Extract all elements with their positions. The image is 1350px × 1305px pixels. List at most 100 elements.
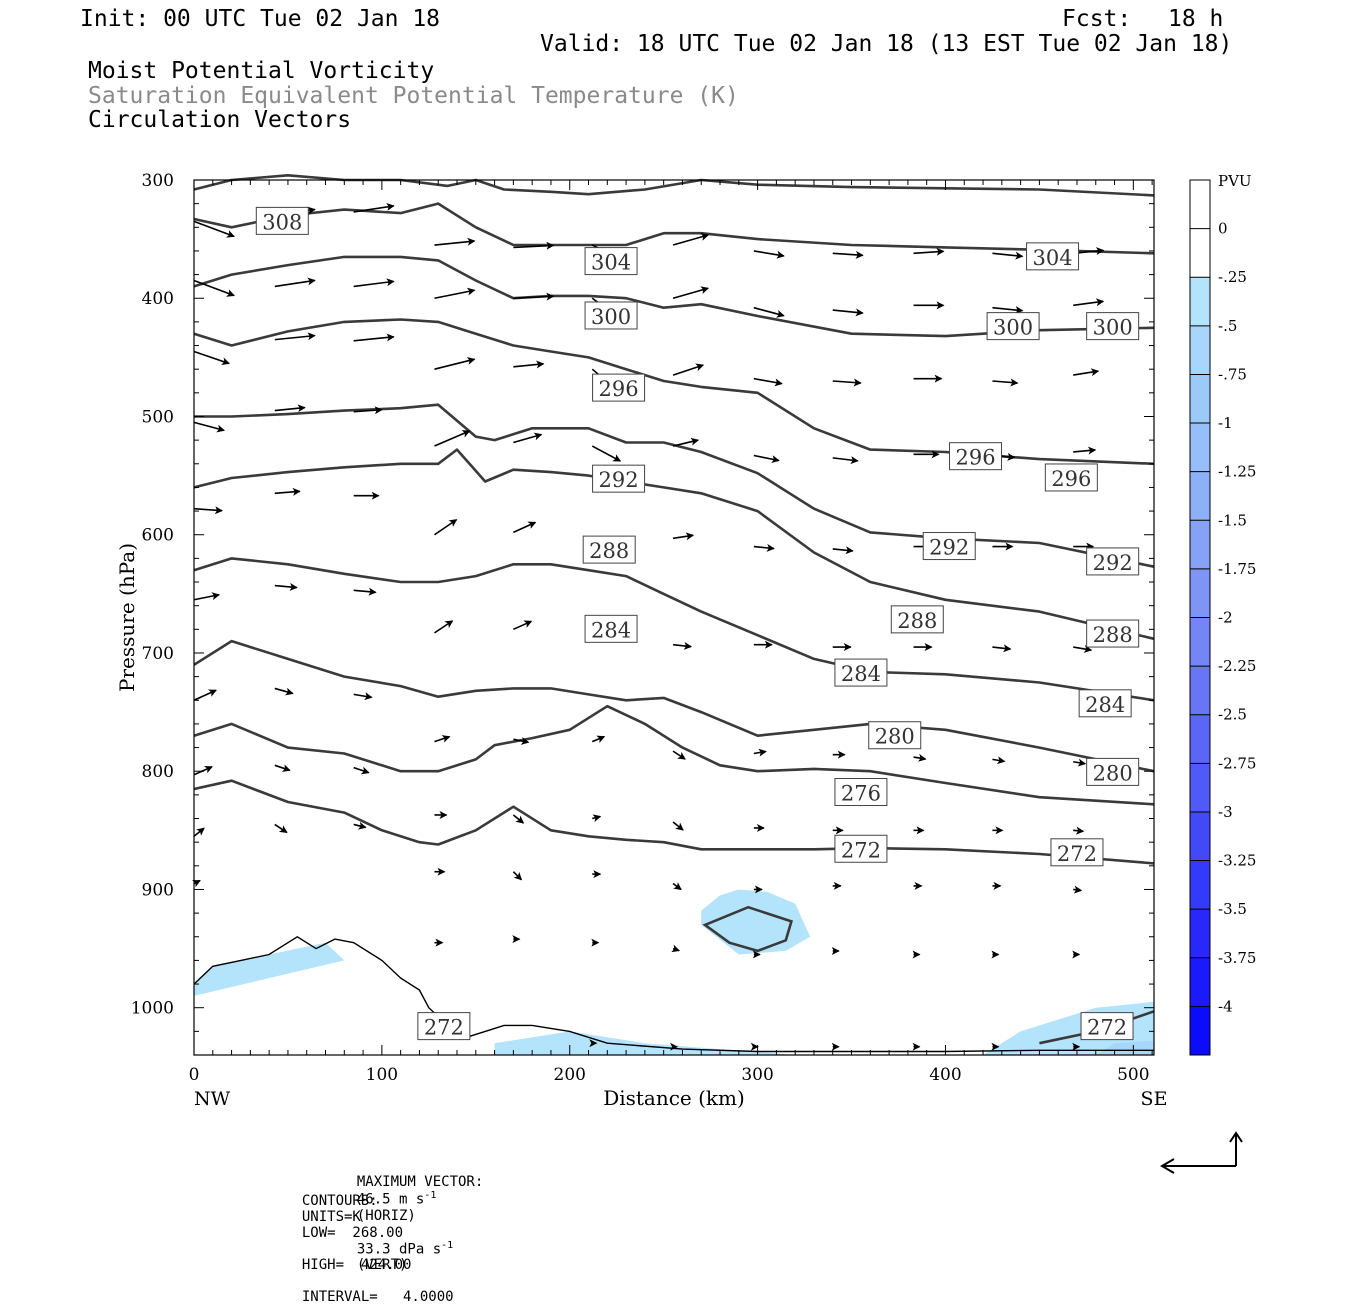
colorbar-label-0: 0 xyxy=(1218,220,1228,238)
contour-label-box-280-0 xyxy=(868,721,922,750)
colorbar-label-13: -3.25 xyxy=(1218,852,1256,870)
x-tick-label-100: 100 xyxy=(366,1065,398,1085)
vector-123 xyxy=(193,827,205,837)
vector-14 xyxy=(513,292,555,301)
terrain-surface xyxy=(193,935,1154,1053)
y-tick-label-300: 300 xyxy=(142,171,174,191)
vector-21 xyxy=(1073,298,1105,307)
y-tick-label-1000: 1000 xyxy=(131,999,174,1019)
vector-81 xyxy=(592,814,602,823)
vector-88 xyxy=(274,823,288,834)
vector-37 xyxy=(591,445,622,462)
contour-label-288-0: 288 xyxy=(589,539,629,563)
vector-27 xyxy=(672,363,705,376)
x-tick-label-400: 400 xyxy=(929,1065,961,1085)
vector-12 xyxy=(353,278,395,288)
contour-label-284-0: 284 xyxy=(591,618,631,642)
contour-label-276-0: 276 xyxy=(841,782,881,806)
contour-label-300-1: 300 xyxy=(993,316,1033,340)
contours-low: LOW= 268.00 xyxy=(301,1225,404,1241)
contour-label-box-272-1 xyxy=(1080,1012,1134,1041)
vector-78 xyxy=(353,766,370,775)
max-horiz-exp: -1 xyxy=(424,1190,437,1201)
vector-77 xyxy=(274,764,291,772)
contour-labels: 308 304 304 300 300 300 296 296 296 292 292 292 288 2… xyxy=(255,206,1140,1041)
vector-38 xyxy=(672,437,700,447)
negative-pv-shading xyxy=(194,889,1154,1055)
colorbar-label-7: -1.75 xyxy=(1218,560,1256,578)
vector-71 xyxy=(672,750,686,760)
contour-label-288-1: 288 xyxy=(897,609,937,633)
colorbar-label-2: -.5 xyxy=(1218,317,1237,335)
colorbar-swatch-7 xyxy=(1190,520,1210,569)
colorbar-swatch-11 xyxy=(1190,714,1210,764)
contour-label-box-304-0 xyxy=(584,247,638,276)
contour-label-box-292-2 xyxy=(1086,547,1140,576)
vector-43 xyxy=(1073,446,1097,455)
vector-36 xyxy=(513,432,543,444)
contour-276-8 xyxy=(193,704,1155,806)
valid-time: Valid: 18 UTC Tue 02 Jan 18 (13 EST Tue … xyxy=(540,31,1233,57)
vector-28 xyxy=(753,377,783,387)
cross-section-chart: 308 304 304 300 300 300 296 296 296 292 292 292 288 2… xyxy=(115,171,1256,1174)
vector-64 xyxy=(992,644,1012,653)
plot-frame xyxy=(193,179,1155,1056)
contour-label-box-276-0 xyxy=(834,778,888,806)
vector-58 xyxy=(513,620,533,631)
colorbar-label-8: -2 xyxy=(1218,609,1233,627)
colorbar-label-16: -4 xyxy=(1218,997,1233,1015)
vector-98 xyxy=(1073,885,1083,894)
colorbar-swatch-12 xyxy=(1190,763,1210,812)
colorbar-label-10: -2.5 xyxy=(1218,706,1247,724)
vector-75 xyxy=(992,756,1006,765)
contour-label-272-0: 272 xyxy=(841,838,881,862)
contour-label-box-288-1 xyxy=(890,605,944,634)
contour-300-2 xyxy=(193,255,1155,338)
vector-66 xyxy=(274,687,294,696)
contour-label-300-0: 300 xyxy=(591,305,631,329)
ref-vector-up-head xyxy=(1229,1131,1243,1143)
axes: 0 100 200 300 400 500 300 400 500 600 700 800 900 100… xyxy=(115,171,1167,1110)
colorbar-label-4: -1 xyxy=(1218,414,1233,432)
vector-16 xyxy=(672,286,710,300)
contour-label-272-0: 272 xyxy=(424,1016,464,1040)
forecast-label: Fcst: xyxy=(1062,6,1132,32)
colorbar-swatch-15 xyxy=(1190,909,1210,958)
vector-68 xyxy=(434,735,451,743)
colorbar-label-14: -3.5 xyxy=(1218,900,1247,918)
x-axis-label: Distance (km) xyxy=(603,1086,745,1110)
colorbar-swatch-4 xyxy=(1190,374,1210,424)
vector-87 xyxy=(1073,826,1085,835)
pv-region-4 xyxy=(1095,1040,1154,1055)
colorbar-label-6: -1.5 xyxy=(1218,511,1247,529)
vector-34 xyxy=(353,406,383,415)
vector-80 xyxy=(512,814,525,824)
colorbar-swatch-3 xyxy=(1190,325,1210,375)
vector-5 xyxy=(672,233,710,246)
colorbar-swatch-17 xyxy=(1190,1006,1210,1055)
contour-label-box-304-1 xyxy=(1026,242,1080,271)
contour-label-280-1: 280 xyxy=(1093,761,1133,785)
vector-93 xyxy=(672,882,682,891)
contour-label-308-0: 308 xyxy=(262,210,302,234)
colorbar-label-11: -2.75 xyxy=(1218,754,1256,772)
colorbar-label-5: -1.25 xyxy=(1218,463,1256,481)
contour-label-box-296-1 xyxy=(949,442,1003,471)
y-tick-label-600: 600 xyxy=(142,526,174,546)
vector-39 xyxy=(753,454,780,464)
contour-label-280-0: 280 xyxy=(875,725,915,749)
vector-67 xyxy=(353,692,373,701)
vector-33 xyxy=(274,404,306,413)
contour-288-5 xyxy=(193,448,1155,641)
vector-40 xyxy=(832,456,859,465)
contour-label-box-288-0 xyxy=(582,535,636,564)
vector-76 xyxy=(1073,758,1087,767)
contour-label-box-292-0 xyxy=(592,464,646,493)
vector-57 xyxy=(434,620,454,634)
colorbar-swatch-1 xyxy=(1190,228,1210,278)
x-tick-label-0: 0 xyxy=(189,1065,200,1085)
vector-124 xyxy=(191,879,201,888)
vector-74 xyxy=(913,753,927,762)
contour-label-box-284-0 xyxy=(584,614,638,643)
contour-label-box-300-0 xyxy=(584,301,638,330)
